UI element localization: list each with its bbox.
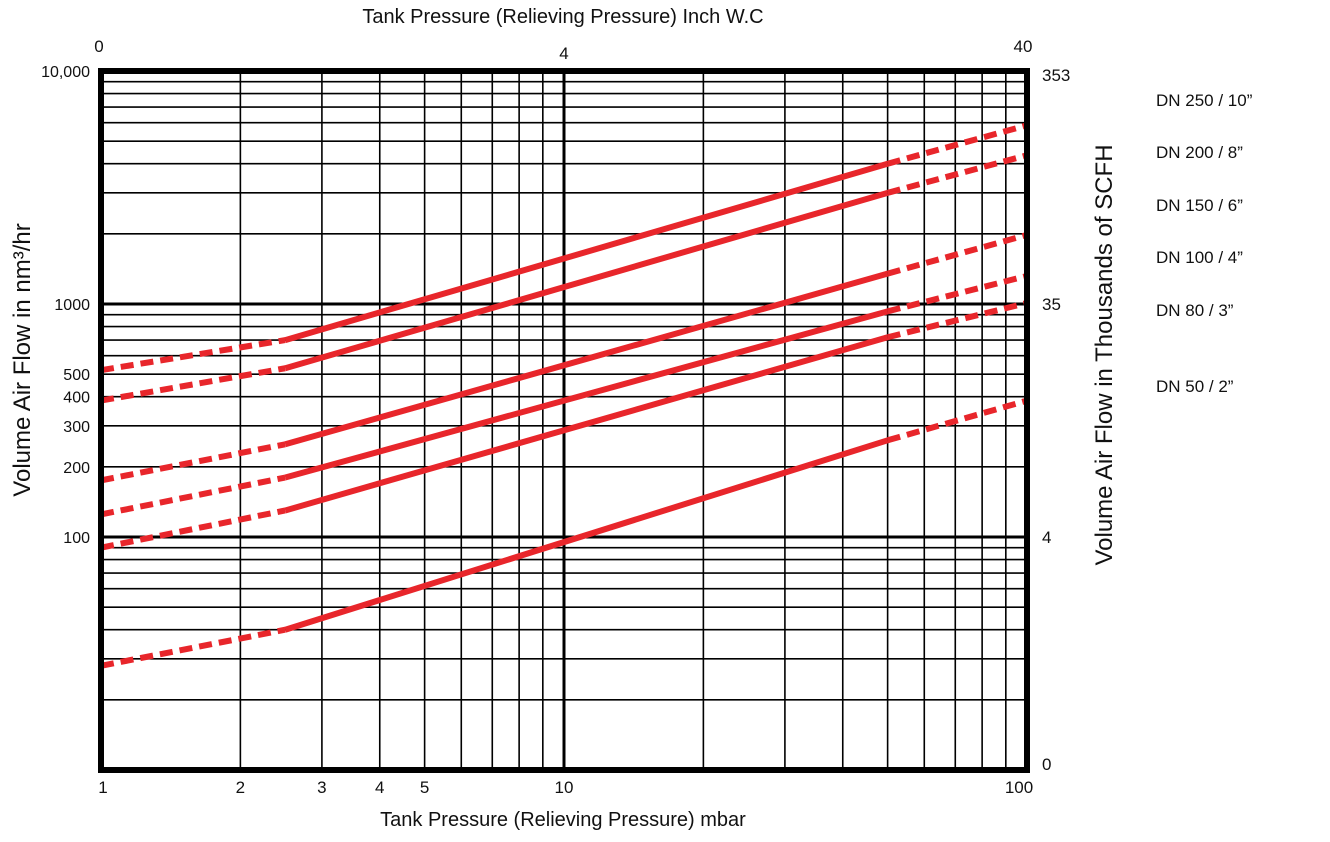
legend-label-dn200: DN 200 / 8” bbox=[1156, 143, 1243, 162]
series-0-dashed-end bbox=[886, 122, 1028, 167]
series-5-solid bbox=[284, 437, 889, 633]
y-tick-label: 300 bbox=[63, 419, 90, 436]
series-2-solid bbox=[284, 270, 889, 448]
top-tick-label: 40 bbox=[1014, 37, 1033, 56]
series-4-dashed-end bbox=[886, 300, 1028, 341]
y-right-tick-label: 35 bbox=[1042, 295, 1061, 314]
x-tick-label: 5 bbox=[420, 778, 429, 797]
y-axis-title: Volume Air Flow in nm³/hr bbox=[9, 223, 36, 496]
series-5-dashed-end bbox=[886, 397, 1028, 444]
x-tick-label: 4 bbox=[375, 778, 384, 797]
legend-label-dn150: DN 150 / 6” bbox=[1156, 196, 1243, 215]
grid-lines bbox=[101, 71, 1027, 770]
legend-label-dn80: DN 80 / 3” bbox=[1156, 301, 1234, 320]
legend-label-dn100: DN 100 / 4” bbox=[1156, 248, 1243, 267]
series-1-dashed-end bbox=[886, 152, 1028, 196]
series-3-dashed-end bbox=[886, 272, 1028, 315]
series-0-solid bbox=[284, 160, 889, 343]
series-5-dashed-start bbox=[100, 626, 286, 669]
x-tick-label: 1 bbox=[98, 778, 107, 797]
series-lines bbox=[100, 122, 1028, 669]
series-2-dashed-end bbox=[886, 231, 1028, 277]
legend-label-dn250: DN 250 / 10” bbox=[1156, 91, 1253, 110]
x-tick-label: 3 bbox=[317, 778, 326, 797]
legend-label-dn50: DN 50 / 2” bbox=[1156, 377, 1234, 396]
y-tick-label: 100 bbox=[63, 530, 90, 547]
y-right-tick-label: 0 bbox=[1042, 755, 1051, 774]
x-tick-label: 100 bbox=[1005, 778, 1033, 797]
top-tick-label: 0 bbox=[94, 37, 103, 56]
y-right-tick-label: 353 bbox=[1042, 66, 1070, 85]
top-tick-label: 4 bbox=[559, 44, 568, 63]
series-1-dashed-start bbox=[100, 365, 286, 404]
y-tick-label: 400 bbox=[63, 390, 90, 407]
y-tick-label: 500 bbox=[63, 367, 90, 384]
series-3-solid bbox=[284, 308, 889, 481]
y-tick-label: 10,000 bbox=[41, 64, 90, 81]
series-4-dashed-start bbox=[100, 507, 286, 551]
x-axis-title: Tank Pressure (Relieving Pressure) mbar bbox=[380, 809, 746, 831]
series-1-solid bbox=[284, 189, 889, 372]
x-tick-label: 2 bbox=[236, 778, 245, 797]
series-4-solid bbox=[284, 334, 889, 514]
plot-frame bbox=[98, 68, 1030, 773]
series-2-dashed-start bbox=[100, 441, 286, 484]
top-axis-title: Tank Pressure (Relieving Pressure) Inch … bbox=[362, 6, 763, 28]
series-0-dashed-start bbox=[100, 337, 286, 374]
y-right-tick-label: 4 bbox=[1042, 528, 1051, 547]
y-tick-label: 1000 bbox=[54, 297, 90, 314]
x-tick-label: 10 bbox=[555, 778, 574, 797]
y-tick-label: 200 bbox=[63, 460, 90, 477]
series-3-dashed-start bbox=[100, 474, 286, 518]
tick-labels: 1 2 3 4 5 10 1000 4 4010,00010005004003002001003… bbox=[41, 37, 1070, 797]
y-axis-title-right: Volume Air Flow in Thousands of SCFH bbox=[1091, 144, 1118, 565]
